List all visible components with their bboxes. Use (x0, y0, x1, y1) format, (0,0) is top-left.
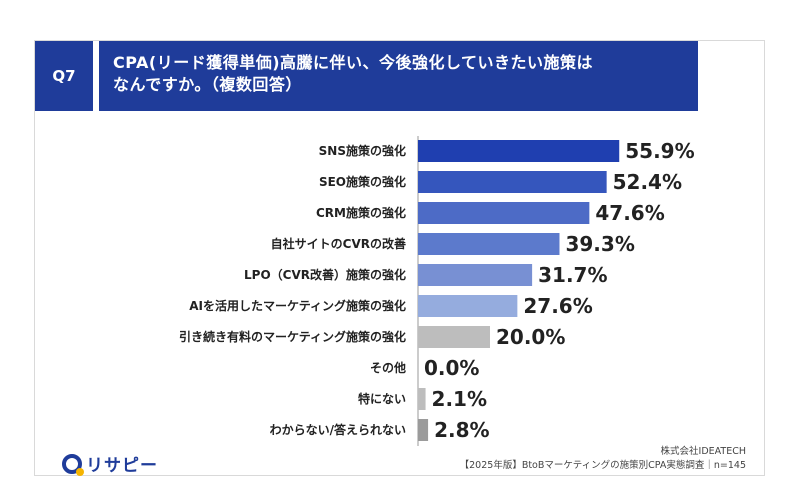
category-label: SNS施策の強化 (319, 143, 406, 158)
logo-text: リサピー (86, 456, 158, 476)
bar (418, 295, 518, 317)
bar (418, 419, 429, 441)
category-label: AIを活用したマーケティング施策の強化 (189, 298, 406, 313)
value-label: 27.6% (523, 294, 592, 318)
value-label: 2.1% (432, 387, 487, 411)
bar (418, 388, 426, 410)
category-label: 特にない (358, 391, 406, 406)
logo-mark-icon (62, 453, 84, 476)
source-note: 株式会社IDEATECH 【2025年版】BtoBマーケティングの施策別CPA実… (460, 445, 746, 473)
question-badge: Q7 (35, 41, 93, 111)
source-survey: 【2025年版】BtoBマーケティングの施策別CPA実態調査｜n=145 (459, 460, 746, 471)
category-label: 引き続き有料のマーケティング施策の強化 (179, 329, 406, 344)
category-label: 自社サイトのCVRの改善 (271, 236, 406, 251)
category-label: CRM施策の強化 (316, 205, 406, 220)
source-company: 株式会社IDEATECH (660, 446, 746, 457)
question-title: CPA(リード獲得単価)高騰に伴い、今後強化していきたい施策は なんですか。（複… (99, 41, 698, 111)
category-label: LPO（CVR改善）施策の強化 (244, 267, 406, 282)
bar (418, 233, 560, 255)
question-line-1: CPA(リード獲得単価)高騰に伴い、今後強化していきたい施策は (113, 53, 594, 72)
value-label: 0.0% (424, 356, 479, 380)
chart-frame (34, 40, 765, 476)
bar (418, 202, 590, 224)
risapi-logo: リサピー (62, 451, 158, 476)
value-label: 47.6% (595, 201, 664, 225)
value-label: 2.8% (434, 418, 489, 442)
value-label: 39.3% (565, 232, 634, 256)
category-label: その他 (370, 360, 406, 375)
value-label: 55.9% (625, 139, 694, 163)
category-label: わからない/答えられない (270, 422, 406, 437)
value-label: 52.4% (613, 170, 682, 194)
bar (418, 326, 490, 348)
category-label: SEO施策の強化 (319, 174, 406, 189)
question-line-2: なんですか。（複数回答） (113, 75, 302, 94)
bar (418, 264, 533, 286)
bar (418, 171, 607, 193)
bar (418, 140, 620, 162)
value-label: 20.0% (496, 325, 565, 349)
value-label: 31.7% (538, 263, 607, 287)
